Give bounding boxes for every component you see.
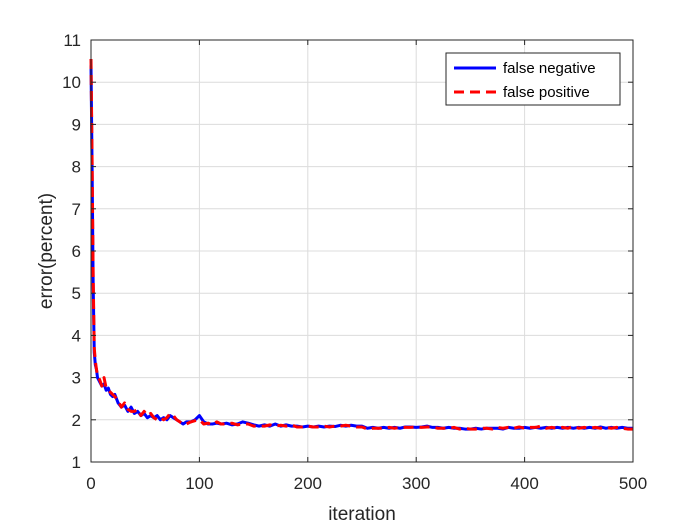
x-tick-label: 300 [402, 474, 430, 493]
x-tick-label: 400 [510, 474, 538, 493]
y-tick-label: 5 [72, 284, 81, 303]
y-tick-label: 4 [72, 326, 81, 345]
legend-box [445, 52, 621, 106]
legend-label-false-positive: false positive [503, 84, 590, 101]
x-tick-label: 100 [185, 474, 213, 493]
legend: false negative false positive [445, 52, 621, 106]
y-tick-label: 7 [72, 200, 81, 219]
grid [91, 40, 633, 462]
axis-ticks: 0 100 200 300 400 500 1 2 3 4 5 6 7 8 9 10 11 [62, 31, 647, 493]
y-tick-label: 2 [72, 411, 81, 430]
y-tick-label: 1 [72, 453, 81, 472]
series-line-false-negative [89, 65, 633, 431]
x-tick-label: 200 [294, 474, 322, 493]
y-tick-label: 11 [63, 31, 81, 50]
legend-label-false-negative: false negative [503, 60, 596, 77]
y-tick-label: 9 [72, 115, 81, 134]
y-tick-label: 8 [72, 158, 81, 177]
y-axis-label: error(percent) [36, 193, 57, 309]
y-tick-label: 6 [72, 242, 81, 261]
series-layer [89, 58, 633, 431]
y-tick-label: 3 [72, 369, 81, 388]
x-tick-label: 500 [619, 474, 647, 493]
x-tick-label: 0 [86, 474, 95, 493]
y-tick-label: 10 [62, 73, 81, 92]
series-line-false-positive [89, 58, 633, 431]
x-axis-label: iteration [328, 504, 396, 525]
